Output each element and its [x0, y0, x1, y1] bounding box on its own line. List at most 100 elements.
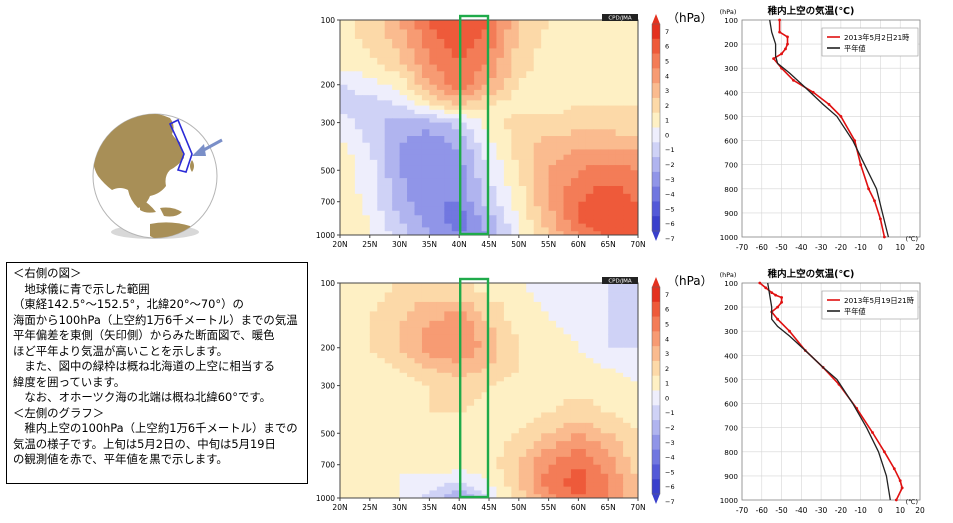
anomaly-cell [340, 422, 349, 429]
anomaly-cell [526, 215, 535, 221]
anomaly-cell [436, 327, 445, 335]
anomaly-cell [392, 368, 401, 374]
anomaly-cell [556, 412, 565, 419]
anomaly-cell [630, 95, 638, 101]
anomaly-cell [369, 482, 378, 488]
anomaly-cell [392, 159, 401, 166]
anomaly-cell [608, 38, 617, 49]
anomaly-cell [384, 456, 393, 466]
anomaly-cell [451, 122, 460, 130]
anomaly-cell [451, 412, 460, 419]
anomaly-cell [451, 210, 460, 216]
anomaly-cell [369, 352, 378, 359]
anomaly-cell [615, 109, 624, 115]
anomaly-cell [585, 363, 594, 370]
anomaly-cell [369, 372, 378, 378]
anomaly-cell [436, 399, 445, 407]
anomaly-cell [436, 170, 445, 179]
anomaly-cell [489, 89, 498, 96]
anomaly-cell [511, 363, 520, 370]
anomaly-cell [593, 136, 602, 144]
anomaly-cell [600, 363, 609, 370]
anomaly-cell [533, 433, 542, 442]
anomaly-cell [384, 210, 393, 216]
anomaly-cell [436, 392, 445, 400]
anomaly-cell [615, 311, 624, 322]
anomaly-cell [518, 170, 527, 179]
anomaly-cell [570, 283, 579, 294]
anomaly-cell [585, 469, 594, 475]
anomaly-cell [623, 392, 632, 400]
anomaly-cell [630, 193, 638, 203]
anomaly-cell [556, 347, 565, 354]
anomaly-cell [369, 428, 378, 434]
anomaly-cell [556, 201, 565, 207]
anomaly-cell [623, 352, 632, 359]
anomaly-cell [459, 170, 468, 179]
anomaly-cell [354, 185, 363, 195]
anomaly-cell [496, 478, 505, 484]
anomaly-cell [421, 311, 430, 322]
anomaly-cell [593, 320, 602, 329]
anomaly-cell [421, 84, 430, 91]
anomaly-cell [548, 165, 557, 171]
anomaly-cell [511, 201, 520, 207]
anomaly-cell [526, 57, 535, 66]
anomaly-cell [578, 494, 587, 498]
anomaly-cell [459, 57, 468, 66]
anomaly-cell [392, 320, 401, 329]
anomaly-cell [503, 206, 512, 212]
anomaly-cell [392, 473, 401, 479]
anomaly-cell [526, 347, 535, 354]
anomaly-cell [392, 71, 401, 79]
anomaly-cell [563, 142, 572, 151]
anomaly-cell [414, 320, 423, 329]
anomaly-cell [548, 464, 557, 470]
anomaly-cell [369, 385, 378, 393]
anomaly-cell [489, 392, 498, 400]
anomaly-cell [570, 377, 579, 382]
anomaly-cell [354, 292, 363, 303]
anomaly-cell [407, 118, 416, 124]
observed-point [776, 305, 779, 309]
anomaly-cell [533, 78, 542, 86]
anomaly-cell [362, 320, 371, 329]
anomaly-cell [496, 114, 505, 119]
anomaly-cell [377, 227, 386, 232]
anomaly-cell [518, 109, 527, 115]
anomaly-cell [526, 223, 535, 229]
anomaly-cell [421, 377, 430, 382]
anomaly-cell [429, 105, 438, 111]
anomaly-cell [421, 478, 430, 484]
anomaly-cell [533, 464, 542, 470]
anomaly-cell [608, 159, 617, 166]
anomaly-cell [340, 122, 349, 130]
anomaly-cell [496, 136, 505, 144]
anomaly-cell [489, 428, 498, 434]
anomaly-cell [414, 368, 423, 374]
anomaly-cell [369, 89, 378, 96]
anomaly-cell [459, 327, 468, 335]
anomaly-cell [489, 320, 498, 329]
anomaly-cell [466, 412, 475, 419]
anomaly-cell [608, 456, 617, 466]
anomaly-cell [526, 20, 535, 31]
anomaly-cell [340, 433, 349, 442]
anomaly-cell [384, 178, 393, 187]
anomaly-cell [533, 334, 542, 342]
anomaly-cell [578, 154, 587, 161]
anomaly-cell [481, 154, 490, 161]
anomaly-cell [489, 358, 498, 364]
anomaly-cell [600, 486, 609, 492]
anomaly-cell [578, 433, 587, 442]
anomaly-cell [593, 405, 602, 414]
anomaly-cell [429, 136, 438, 144]
anomaly-cell [541, 381, 550, 387]
anomaly-cell [511, 118, 520, 124]
anomaly-cell [511, 206, 520, 212]
anomaly-cell [466, 64, 475, 72]
y-tick-label: 600 [724, 137, 738, 146]
anomaly-cell [354, 231, 363, 235]
anomaly-cell [533, 448, 542, 458]
anomaly-cell [340, 327, 349, 335]
